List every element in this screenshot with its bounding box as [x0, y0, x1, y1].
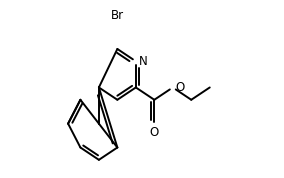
- Text: N: N: [139, 55, 147, 68]
- Text: O: O: [176, 81, 185, 94]
- Text: O: O: [150, 126, 159, 139]
- Text: Br: Br: [111, 9, 124, 22]
